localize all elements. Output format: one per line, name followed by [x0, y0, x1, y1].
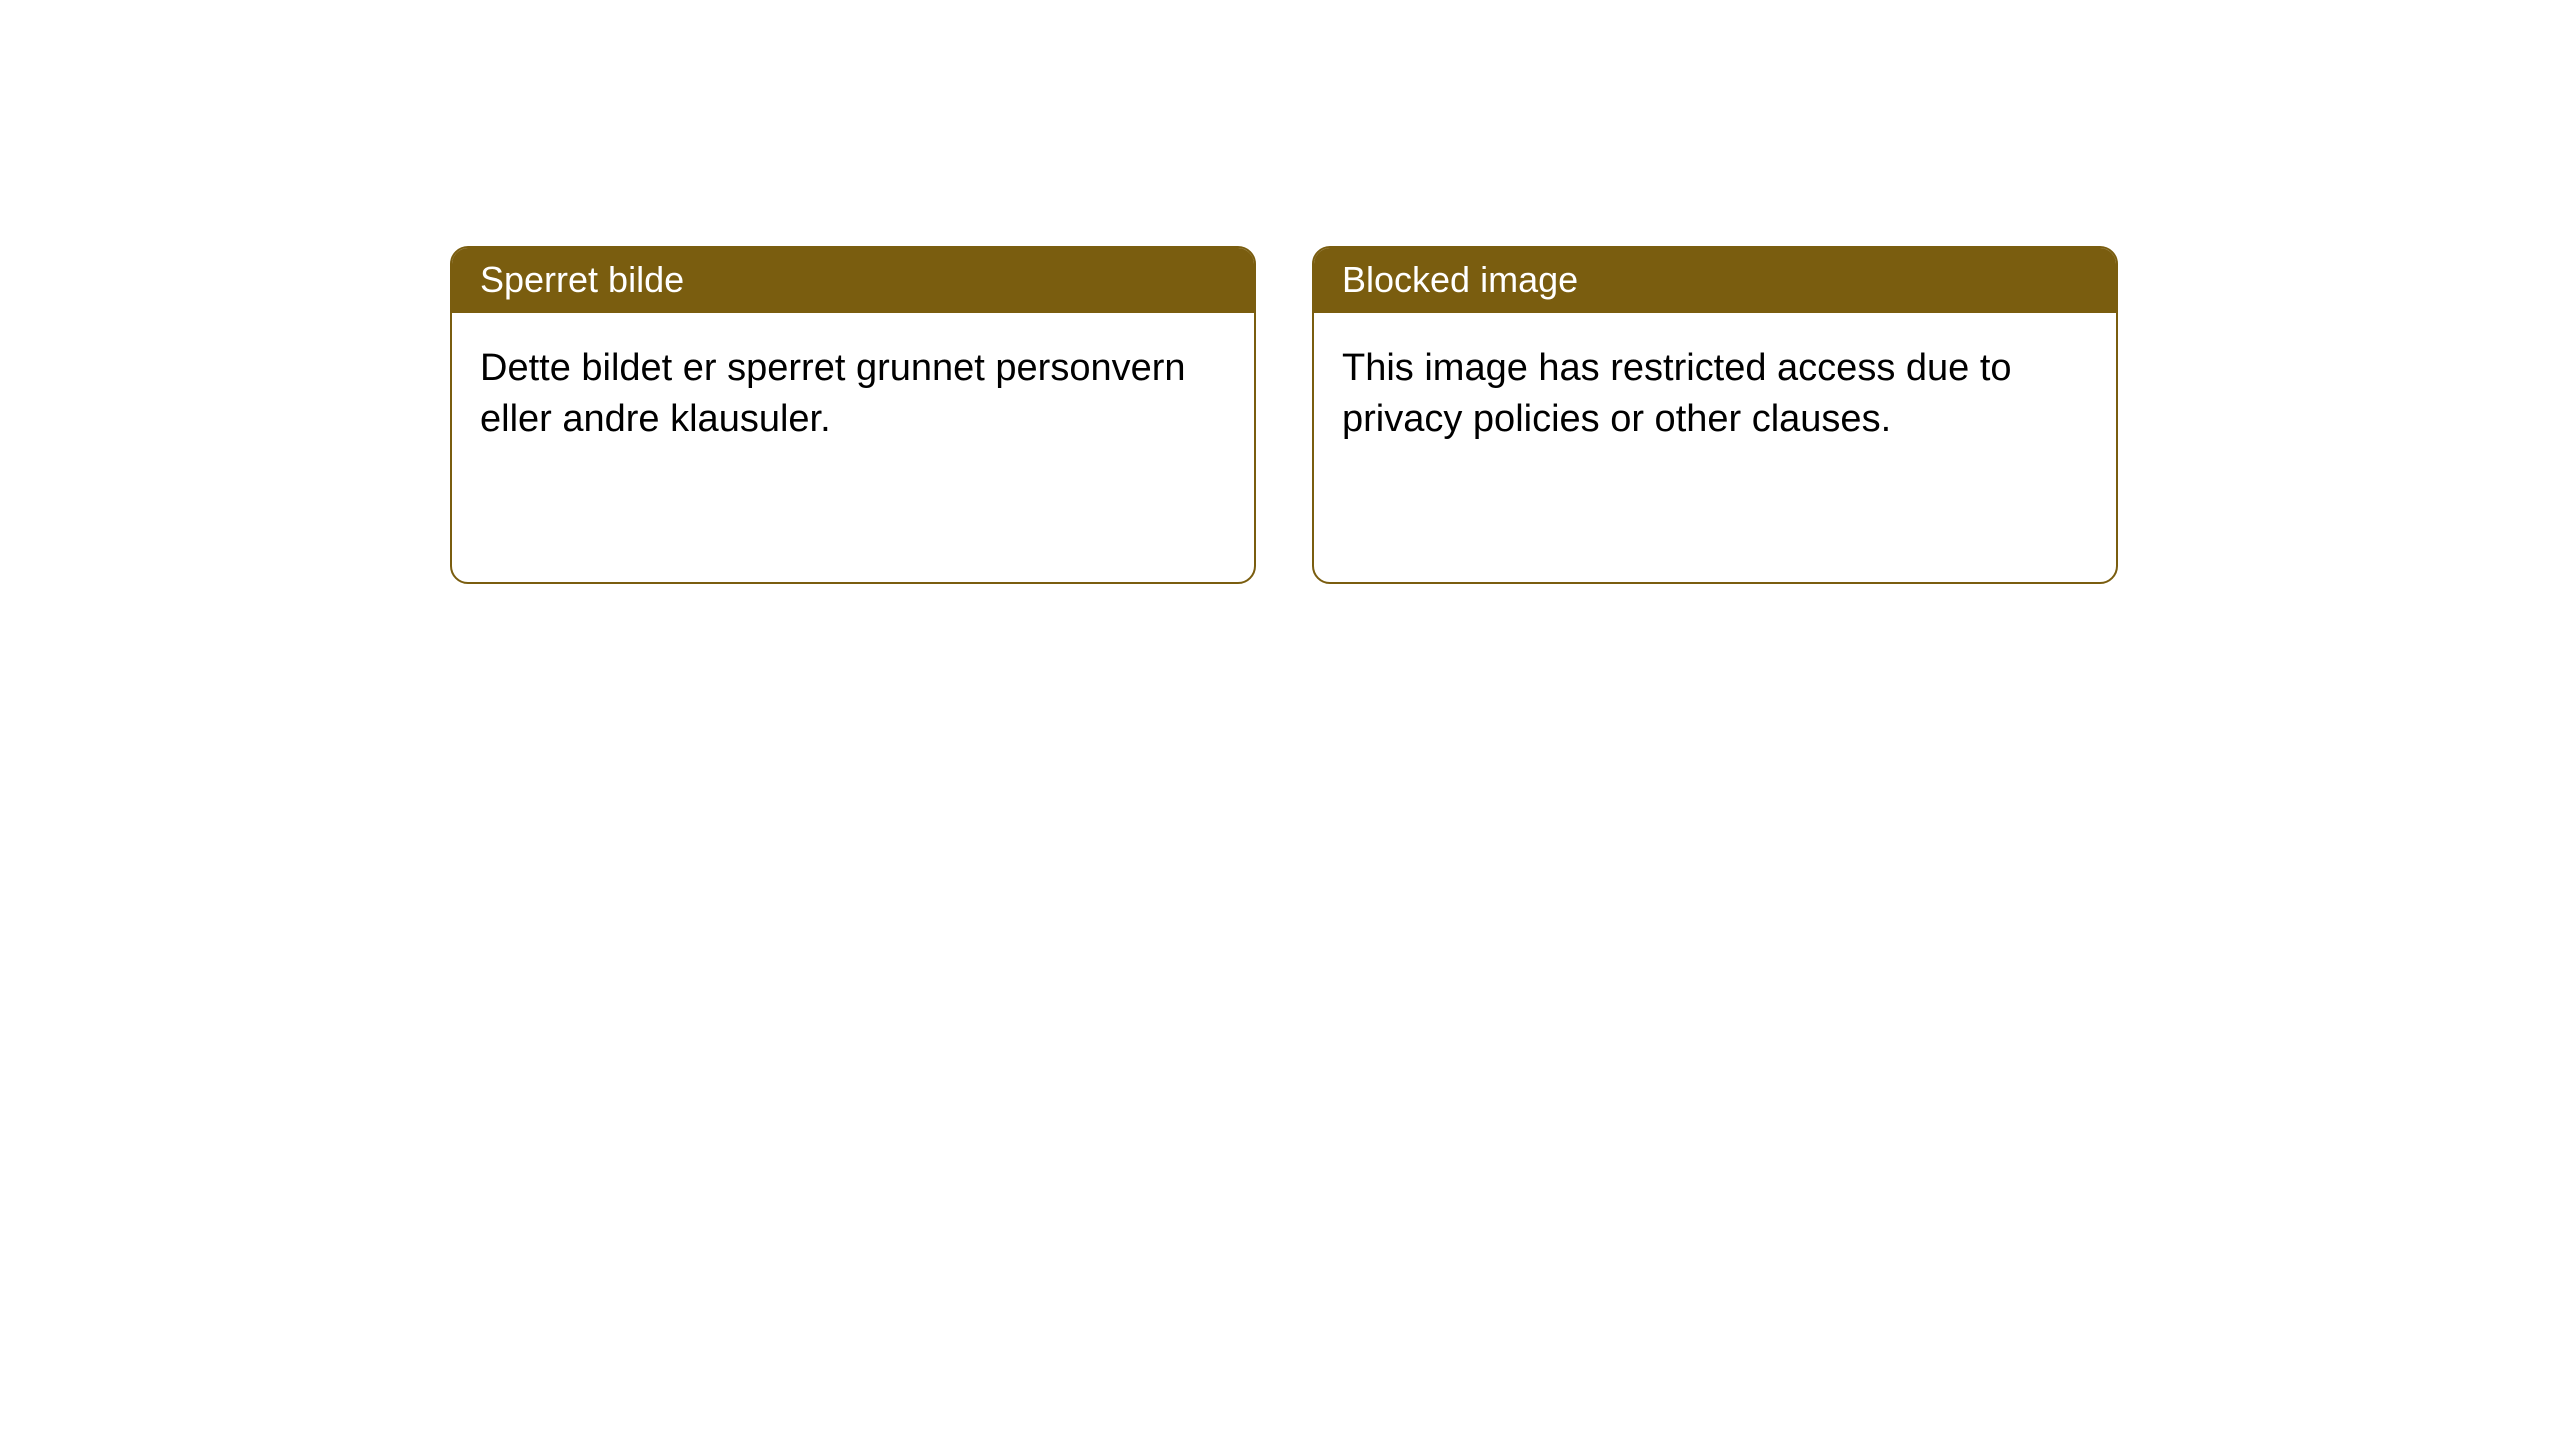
notice-container: Sperret bilde Dette bildet er sperret gr…: [450, 246, 2118, 584]
card-body-no: Dette bildet er sperret grunnet personve…: [452, 313, 1254, 476]
card-header-no: Sperret bilde: [452, 248, 1254, 313]
blocked-image-card-no: Sperret bilde Dette bildet er sperret gr…: [450, 246, 1256, 584]
blocked-image-card-en: Blocked image This image has restricted …: [1312, 246, 2118, 584]
card-body-en: This image has restricted access due to …: [1314, 313, 2116, 476]
card-header-en: Blocked image: [1314, 248, 2116, 313]
